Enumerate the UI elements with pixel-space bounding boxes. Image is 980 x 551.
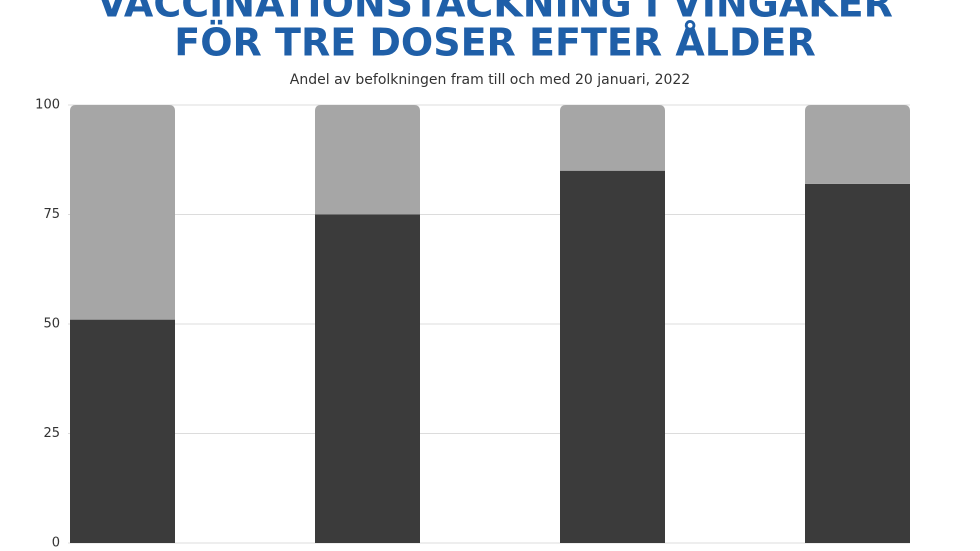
chart-title: FÖR TRE DOSER EFTER ÅLDER — [174, 21, 815, 65]
bar-segment — [805, 105, 910, 184]
y-tick-label: 100 — [35, 98, 60, 113]
bar-segment — [560, 170, 665, 543]
y-tick-label: 75 — [43, 207, 60, 222]
chart-title: VACCINATIONSTÄCKNING I VINGÅKER — [97, 0, 893, 26]
y-tick-label: 50 — [43, 317, 60, 332]
chart-subtitle: Andel av befolkningen fram till och med … — [290, 72, 690, 88]
y-tick-label: 25 — [43, 426, 60, 441]
y-tick-label: 0 — [52, 536, 60, 551]
bar-segment — [560, 105, 665, 171]
bar-segment — [70, 319, 175, 543]
bar-segment — [70, 105, 175, 320]
bar-segment — [805, 183, 910, 543]
bar-segment — [315, 105, 420, 215]
bar-segment — [315, 214, 420, 543]
